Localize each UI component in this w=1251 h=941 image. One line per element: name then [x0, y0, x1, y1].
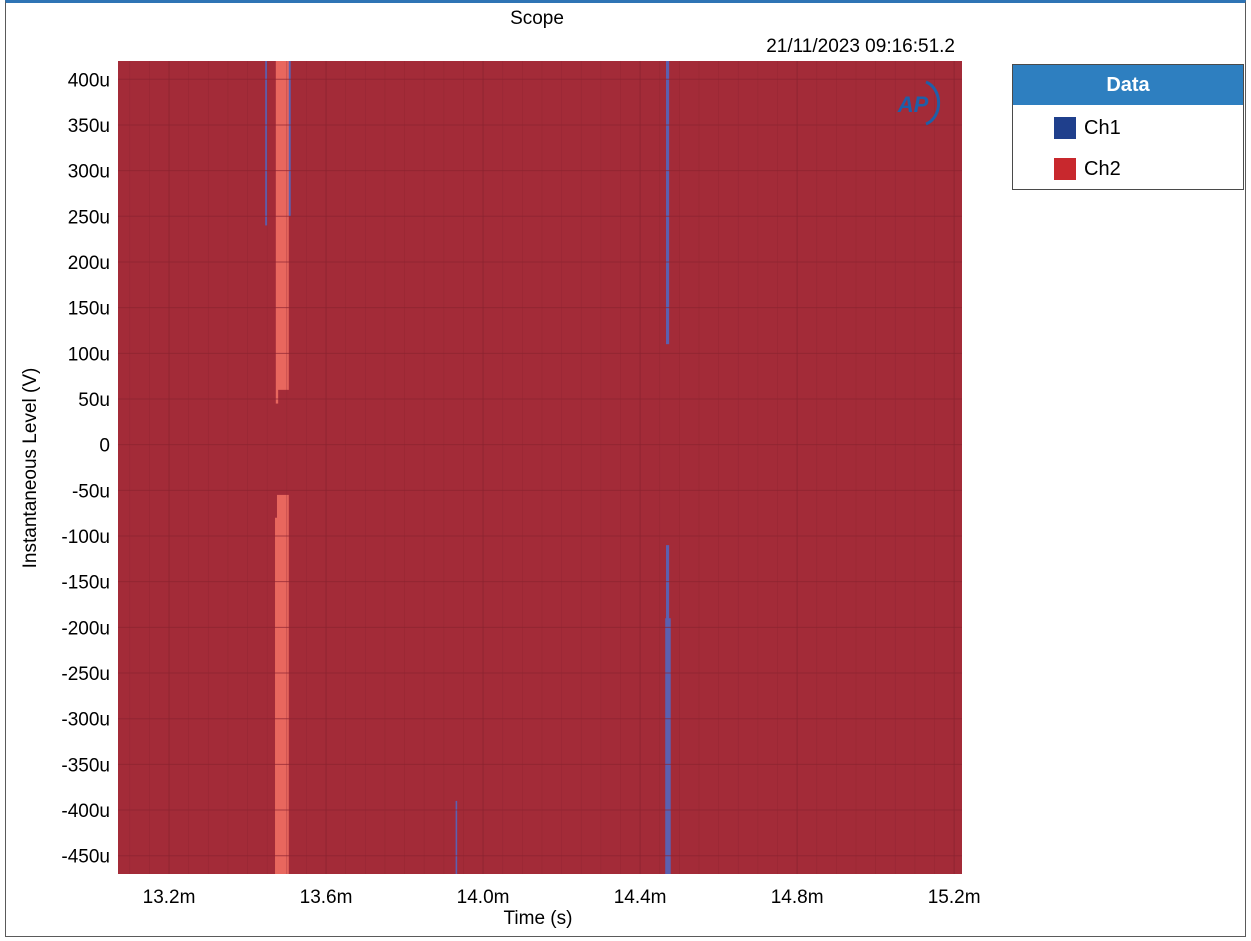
ap-logo-icon: AP [897, 80, 941, 126]
series-2-band-1 [275, 61, 279, 404]
y-tick-label-16: -400u [61, 801, 110, 822]
y-tick-label-2: 300u [68, 162, 110, 183]
series-2-band-0 [276, 61, 289, 390]
series-1-band-4 [665, 618, 671, 874]
x-tick-label-1: 13.6m [300, 887, 353, 908]
x-axis-label: Time (s) [504, 908, 573, 929]
legend-title: Data [1013, 65, 1243, 105]
legend-item-ch1[interactable]: Ch1 [1054, 116, 1121, 140]
y-tick-label-1: 350u [68, 116, 110, 137]
y-tick-label-14: -300u [61, 710, 110, 731]
series-1-band-2 [666, 61, 670, 345]
series-1-band-0 [265, 61, 268, 226]
legend: Data Ch1 Ch2 [1012, 64, 1244, 190]
y-tick-label-12: -200u [61, 618, 110, 639]
legend-label-ch1: Ch1 [1084, 116, 1121, 139]
y-tick-label-17: -450u [61, 847, 110, 868]
y-tick-label-10: -100u [61, 527, 110, 548]
grid-layer [118, 61, 962, 874]
chart-timestamp: 21/11/2023 09:16:51.2 [766, 36, 955, 57]
x-tick-label-5: 15.2m [928, 887, 981, 908]
x-tick-label-0: 13.2m [143, 887, 196, 908]
x-axis: 13.2m 13.6m 14.0m 14.4m 14.8m 15.2m [143, 887, 981, 908]
chart-title: Scope [510, 8, 564, 29]
y-tick-label-11: -150u [61, 573, 110, 594]
y-tick-label-4: 200u [68, 253, 110, 274]
legend-swatch-ch1 [1054, 117, 1076, 139]
y-tick-label-7: 50u [78, 390, 110, 411]
y-tick-label-3: 250u [68, 207, 110, 228]
y-tick-label-15: -350u [61, 755, 110, 776]
y-tick-label-8: 0 [99, 436, 110, 457]
y-tick-label-0: 400u [68, 70, 110, 91]
y-axis-label: Instantaneous Level (V) [20, 368, 41, 569]
series-2-band-3 [275, 517, 279, 874]
y-axis: 400u 350u 300u 250u 200u 150u 100u 50u 0 -50u -100… [61, 70, 110, 867]
y-tick-label-9: -50u [72, 481, 110, 502]
waveform-layer [118, 61, 962, 874]
legend-swatch-ch2 [1054, 158, 1076, 180]
series-2-band-2 [276, 494, 289, 874]
svg-text:AP: AP [897, 92, 929, 117]
x-tick-label-2: 14.0m [457, 887, 510, 908]
y-tick-label-5: 150u [68, 299, 110, 320]
y-tick-label-6: 100u [68, 344, 110, 365]
legend-item-ch2[interactable]: Ch2 [1054, 157, 1121, 181]
series-1-band-5 [455, 800, 458, 874]
x-tick-label-3: 14.4m [614, 887, 667, 908]
x-tick-label-4: 14.8m [771, 887, 824, 908]
legend-label-ch2: Ch2 [1084, 157, 1121, 180]
y-tick-label-13: -250u [61, 664, 110, 685]
series-0-band-0 [118, 61, 962, 874]
